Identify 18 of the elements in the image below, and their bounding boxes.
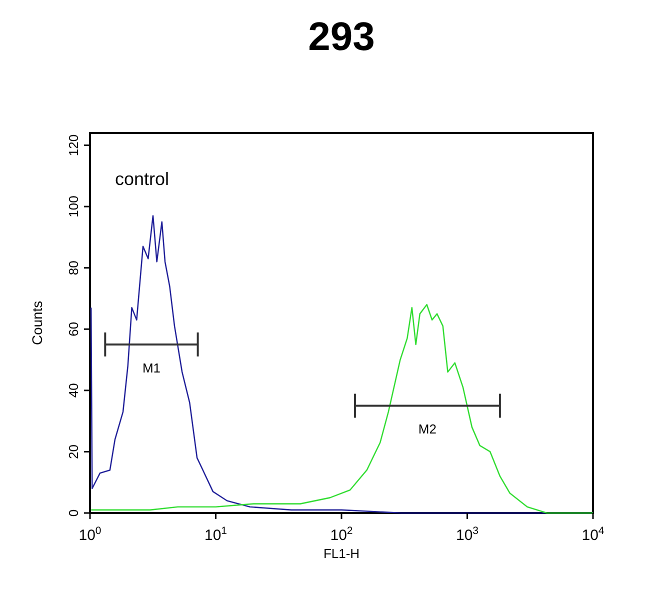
y-tick-label: 40 xyxy=(66,383,81,398)
x-tick-label: 10$^{0}$ xyxy=(78,525,102,544)
y-tick-label: 120 xyxy=(66,134,81,156)
y-tick-label: 20 xyxy=(66,444,81,459)
x-tick-label: 10$^{4}$ xyxy=(582,525,604,544)
x-axis-title: FL1-H xyxy=(323,546,360,561)
y-tick-label: 60 xyxy=(66,322,81,336)
annotation: M1 xyxy=(142,360,161,376)
annotation: M2 xyxy=(418,422,436,437)
x-tick-label: 10$^{2}$ xyxy=(330,525,353,544)
y-tick-label: 80 xyxy=(66,260,81,276)
x-tick-label: 10$^{1}$ xyxy=(204,525,228,544)
chart-title: 293 xyxy=(308,15,375,59)
annotation: control xyxy=(115,169,170,189)
y-axis-title: Counts xyxy=(29,300,45,346)
x-tick-label: 10$^{3}$ xyxy=(456,525,479,544)
y-tick-label: 0 xyxy=(66,509,81,517)
y-tick-label: 100 xyxy=(66,196,81,218)
